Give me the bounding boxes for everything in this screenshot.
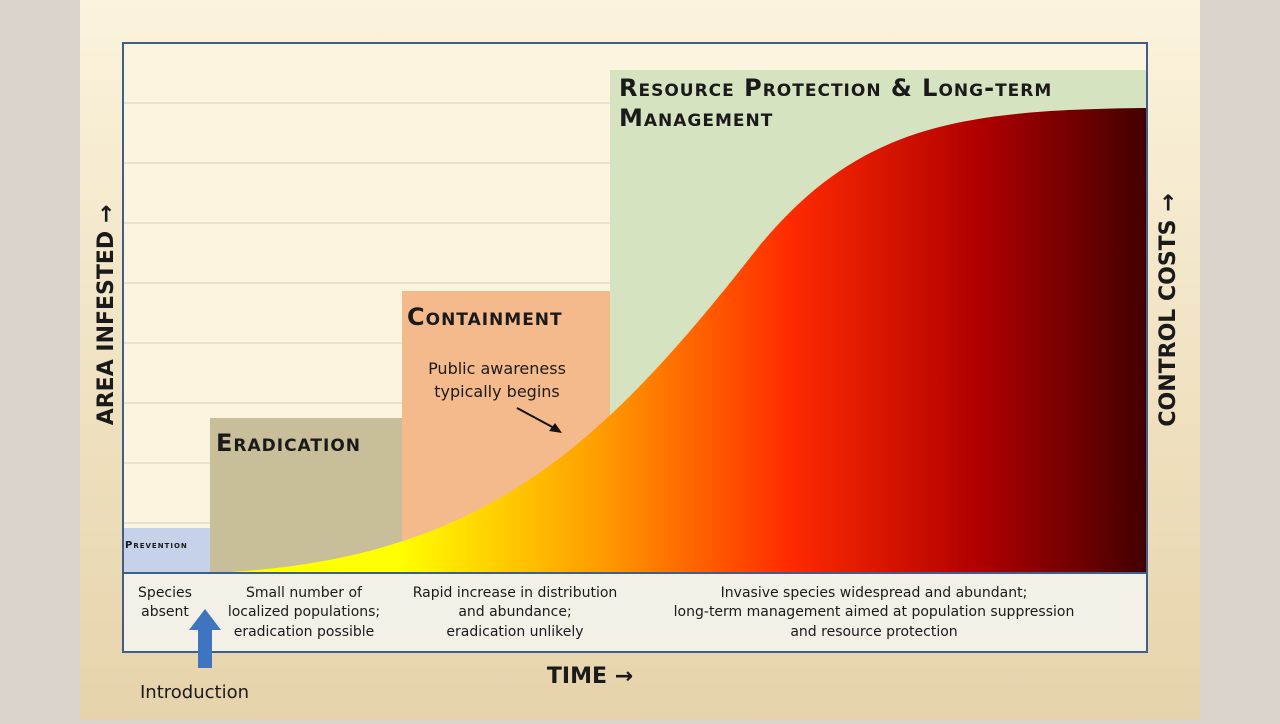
stage-description: Rapid increase in distribution <box>413 585 618 601</box>
stage-description: Invasive species widespread and abundant… <box>721 585 1028 601</box>
stage-description: Species <box>138 585 192 601</box>
description-strip <box>123 573 1147 652</box>
stage-description: and resource protection <box>790 624 957 640</box>
stage-description: long-term management aimed at population… <box>674 604 1075 620</box>
introduction-arrow <box>189 609 221 668</box>
frame <box>122 42 1148 653</box>
eradication-box <box>210 418 402 573</box>
stage-title: Containment <box>407 303 563 331</box>
stage-description: eradication possible <box>234 624 375 640</box>
introduction-label: Introduction <box>140 682 249 703</box>
annotation: Public awareness <box>428 359 566 378</box>
stage-description: Small number of <box>246 585 363 601</box>
y-axis-label: AREA INFESTED → <box>94 205 119 426</box>
invasion-curve <box>210 108 1147 573</box>
arrow-head <box>549 423 562 433</box>
stage-title: Resource Protection & Long-term <box>619 74 1052 102</box>
stage-description: eradication unlikely <box>446 624 583 640</box>
stage-description: localized populations; <box>228 604 380 620</box>
prevention-box <box>123 528 210 573</box>
x-axis-label: TIME → <box>547 664 633 689</box>
stage-description: absent <box>141 604 189 620</box>
stage-title: Prevention <box>125 540 188 551</box>
annotation: typically begins <box>434 382 559 401</box>
stage-description: and abundance; <box>458 604 571 620</box>
stage-title: Management <box>619 104 773 132</box>
stage-title: Eradication <box>216 429 361 457</box>
y2-axis-label: CONTROL COSTS → <box>1156 193 1181 426</box>
annotation-arrow <box>516 407 557 430</box>
